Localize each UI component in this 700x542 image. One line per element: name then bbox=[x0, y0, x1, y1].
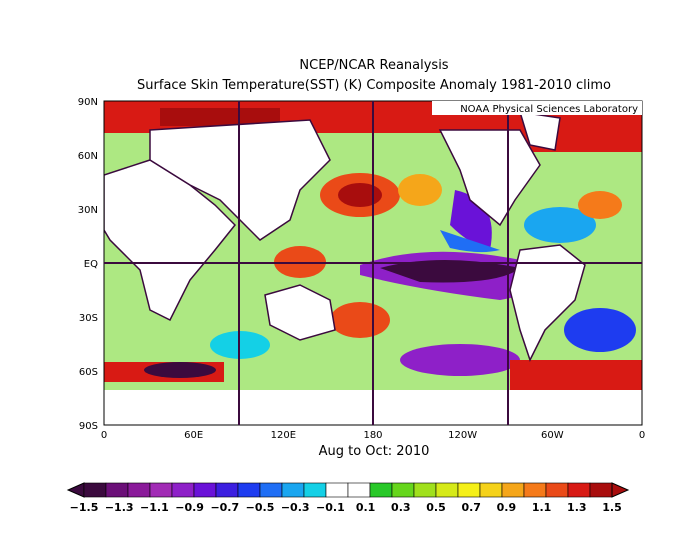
chart-subtitle: Surface Skin Temperature(SST) (K) Compos… bbox=[137, 78, 611, 93]
colorbar-label: 1.3 bbox=[567, 501, 587, 514]
colorbar-label: 1.1 bbox=[532, 501, 552, 514]
region-grid-lines bbox=[104, 101, 642, 425]
colorbar-low-arrow bbox=[66, 482, 85, 498]
colorbar-cell bbox=[83, 482, 107, 498]
colorbar-cell bbox=[303, 482, 327, 498]
credit-box bbox=[432, 101, 642, 115]
colorbar-label: 0.5 bbox=[426, 501, 446, 514]
colorbar-label: 0.1 bbox=[356, 501, 376, 514]
colorbar-cell bbox=[369, 482, 393, 498]
lat-tick-EQ: EQ bbox=[84, 259, 98, 270]
colorbar-cell bbox=[105, 482, 129, 498]
colorbar-cell bbox=[413, 482, 437, 498]
colorbar-label: 0.3 bbox=[391, 501, 411, 514]
colorbar-label: 0.9 bbox=[497, 501, 517, 514]
lat-tick-90S: 90S bbox=[79, 421, 98, 432]
colorbar-label: −1.3 bbox=[105, 501, 134, 514]
lon-tick-4: 120W bbox=[448, 430, 477, 441]
colorbar-cell bbox=[545, 482, 569, 498]
colorbar-cell bbox=[435, 482, 459, 498]
colorbar-label: −0.3 bbox=[281, 501, 310, 514]
colorbar-label: 1.5 bbox=[602, 501, 622, 514]
latitude-tick-labels: 90N 60N 30N EQ 30S 60S 90S bbox=[78, 97, 98, 432]
colorbar-label: −1.1 bbox=[140, 501, 169, 514]
lat-tick-90N: 90N bbox=[78, 97, 98, 108]
lon-tick-3: 180 bbox=[363, 430, 382, 441]
colorbar-cell bbox=[259, 482, 283, 498]
colorbar-high-arrow bbox=[611, 482, 630, 498]
colorbar-cell bbox=[127, 482, 151, 498]
lat-tick-30N: 30N bbox=[78, 205, 98, 216]
lat-tick-60N: 60N bbox=[78, 151, 98, 162]
colorbar-cell bbox=[347, 482, 371, 498]
colorbar-cell bbox=[193, 482, 217, 498]
colorbar-cell bbox=[457, 482, 481, 498]
colorbar-cell bbox=[281, 482, 305, 498]
colorbar-label: −0.9 bbox=[175, 501, 204, 514]
lat-tick-30S: 30S bbox=[79, 313, 98, 324]
colorbar-cell bbox=[391, 482, 415, 498]
lon-tick-0: 0 bbox=[101, 430, 107, 441]
colorbar-cell bbox=[523, 482, 547, 498]
colorbar-label: −0.5 bbox=[246, 501, 275, 514]
colorbar-label: −1.5 bbox=[70, 501, 99, 514]
colorbar-cell bbox=[501, 482, 525, 498]
colorbar-cell bbox=[567, 482, 591, 498]
lon-tick-1: 60E bbox=[184, 430, 203, 441]
colorbar-cell bbox=[171, 482, 195, 498]
colorbar-label: 0.7 bbox=[461, 501, 481, 514]
longitude-tick-labels: 0 60E 120E 180 120W 60W 0 bbox=[101, 430, 645, 441]
colorbar-cell bbox=[237, 482, 261, 498]
credit-label: NOAA Physical Sciences Laboratory bbox=[460, 104, 638, 115]
colorbar-cell bbox=[149, 482, 173, 498]
colorbar-label: −0.1 bbox=[316, 501, 345, 514]
colorbar-cell bbox=[325, 482, 349, 498]
colorbar-cell bbox=[479, 482, 503, 498]
colorbar-label: −0.7 bbox=[210, 501, 239, 514]
lon-tick-6: 0 bbox=[639, 430, 645, 441]
date-label: Aug to Oct: 2010 bbox=[318, 444, 430, 459]
colorbar-cell bbox=[215, 482, 239, 498]
lon-tick-5: 60W bbox=[541, 430, 564, 441]
lon-tick-2: 120E bbox=[271, 430, 296, 441]
chart-title: NCEP/NCAR Reanalysis bbox=[299, 58, 449, 73]
lat-tick-60S: 60S bbox=[79, 367, 98, 378]
colorbar-cell bbox=[589, 482, 613, 498]
